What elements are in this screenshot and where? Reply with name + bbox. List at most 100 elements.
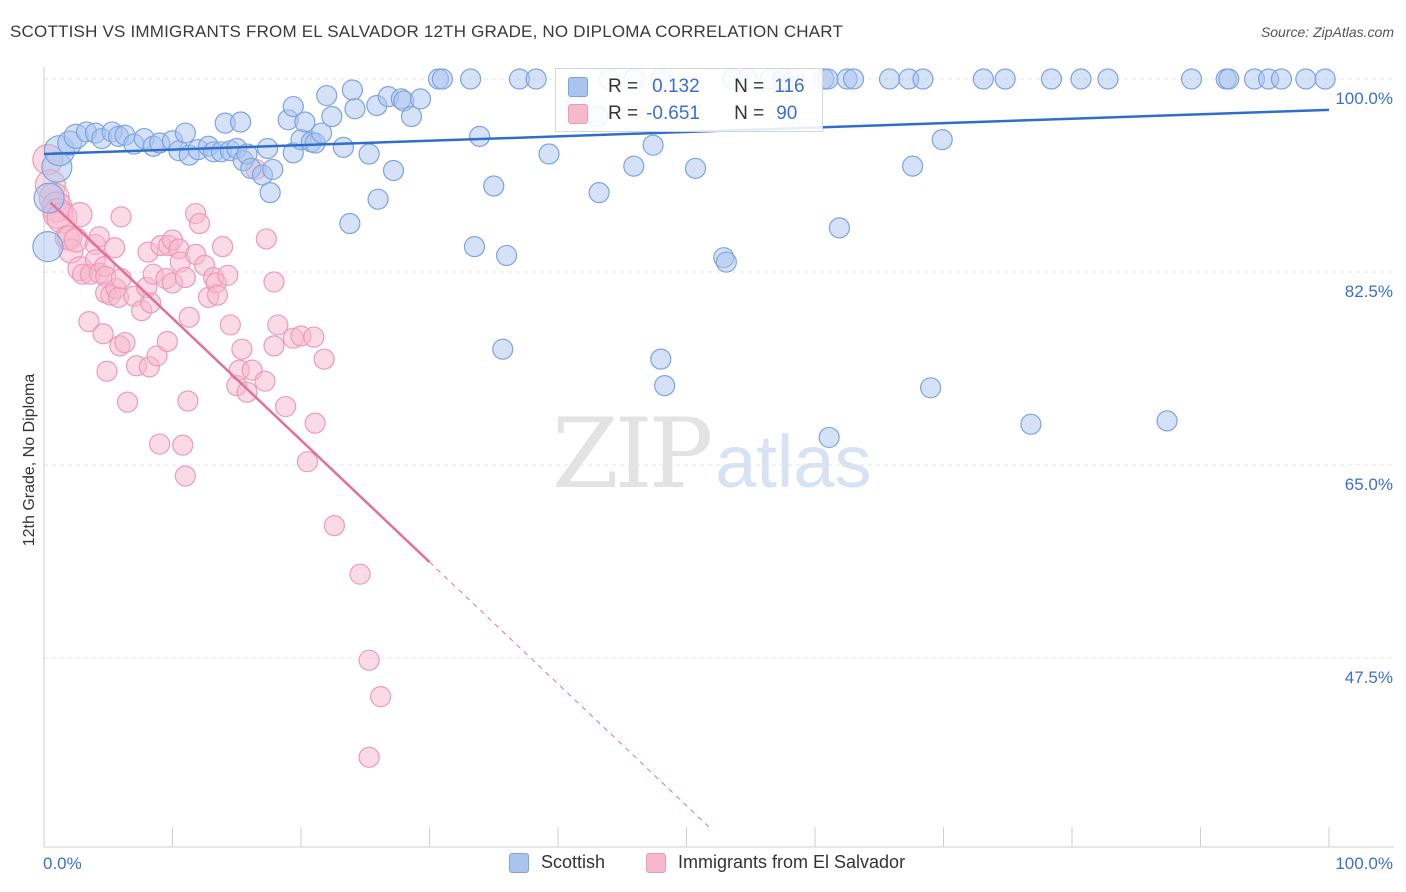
elsalvador-point [231,338,253,360]
scottish-point [878,68,901,90]
elsalvador-point [177,390,199,412]
elsalvador-trend-extension [429,561,713,831]
chart-source: Source: ZipAtlas.com [1260,24,1394,40]
watermark-atlas: atlas [715,420,872,503]
elsalvador-point [219,314,241,336]
elsalvador-point [178,306,200,328]
scottish-point [316,84,338,107]
elsalvador-point [67,202,93,228]
scottish-point [262,158,284,181]
elsalvador-point [254,370,276,392]
elsalvador-point [212,236,234,258]
scottish-point [994,68,1016,90]
elsalvador-point [263,335,285,357]
correlation-legend: R = 0.132 N = 116 R = -0.651 N = 90 [555,68,823,132]
scottish-point [1295,68,1317,90]
elsalvador-point [349,563,371,585]
scottish-point [382,159,405,182]
elsalvador-point [146,345,168,367]
elsalvador-point [172,434,194,456]
elsalvador-point [104,237,126,259]
y-tick-labels: 100.0% 82.5% 65.0% 47.5% [1335,89,1393,687]
y-tick-label: 47.5% [1345,668,1393,687]
elsalvador-point [88,226,110,248]
elsalvador-point [206,284,229,306]
legend-row-scottish: R = 0.132 N = 116 [568,74,805,100]
elsalvador-point [63,227,89,253]
elsalvador-point [114,331,136,354]
y-tick-label: 100.0% [1335,89,1393,108]
legend-item-elsalvador: Immigrants from El Salvador [646,852,905,873]
scottish-point [294,111,316,133]
scottish-point [525,68,547,90]
scottish-point [538,143,560,165]
elsalvador-point [304,412,326,434]
legend-scottish-name: Scottish [541,852,606,872]
series-elsalvador-points [32,143,392,768]
watermark: ZIPatlas [552,398,872,510]
scottish-point [842,68,865,90]
scottish-point [492,338,514,360]
scottish-point [650,348,672,370]
scottish-point [409,88,432,110]
elsalvador-point [296,451,319,473]
scottish-point [1314,68,1336,90]
scottish-point [902,155,924,177]
scottish-point [321,105,343,128]
axes [43,67,1394,848]
scottish-point [341,79,363,101]
elsalvador-point [236,381,258,403]
scottish-point [358,143,380,165]
x-tick-label-max: 100.0% [1335,854,1393,873]
scottish-point [463,236,486,258]
scottish-point [460,68,482,90]
elsalvador-point [303,326,325,348]
legend-scottish-r: 0.132 [652,76,700,97]
scottish-point [1020,413,1042,435]
scottish-point [400,105,423,128]
scottish-point [920,377,942,399]
elsalvador-point [149,433,171,455]
scottish-point [496,244,518,267]
legend-elsalvador-n: 90 [776,103,798,124]
scottish-point [1270,68,1293,90]
elsalvador-legend-swatch [646,852,666,873]
elsalvador-point [156,330,178,353]
elsalvador-point [78,311,100,333]
y-tick-label: 65.0% [1345,475,1393,494]
elsalvador-point [140,292,162,314]
scottish-point [310,122,333,144]
scottish-point [332,136,355,158]
scottish-point [282,95,304,118]
scottish-point [32,231,64,263]
elsalvador-point [358,649,380,671]
elsalvador-point [116,391,139,413]
scottish-point [174,122,196,144]
scottish-point [256,137,279,160]
legend-r-label: R = [608,76,639,97]
scottish-point [469,125,491,147]
legend-elsalvador-r: -0.651 [646,103,700,124]
scottish-point [588,181,610,204]
scottish-point [344,98,366,120]
elsalvador-point [217,264,239,286]
legend-r-label: R = [608,103,639,124]
series-legend: Scottish Immigrants from El Salvador [0,852,1406,878]
elsalvador-point [313,348,335,370]
legend-n-label: N = [734,103,765,124]
chart-title: SCOTTISH VS IMMIGRANTS FROM EL SALVADOR … [10,22,844,41]
scottish-point [431,68,453,90]
scottish-point [367,188,389,210]
scottish-point [33,182,65,214]
x-tick-labels: 0.0% 100.0% [43,854,1393,873]
scottish-point [642,134,664,156]
y-tick-label: 82.5% [1345,282,1393,301]
scottish-swatch [568,77,588,97]
legend-row-elsalvador: R = -0.651 N = 90 [568,101,797,127]
elsalvador-point [358,746,380,768]
elsalvador-point [323,515,346,537]
scottish-point [1070,68,1092,90]
elsalvador-point [255,228,277,250]
scottish-point [1218,68,1240,90]
